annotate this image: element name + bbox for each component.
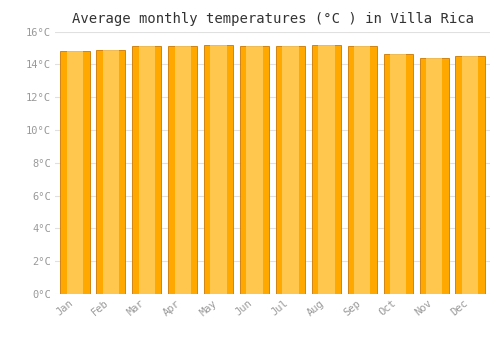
Bar <box>456 56 485 294</box>
Bar <box>384 55 413 294</box>
Bar <box>210 44 226 294</box>
Bar <box>168 46 198 294</box>
Bar <box>312 44 341 294</box>
Bar <box>174 46 190 294</box>
Bar <box>318 44 334 294</box>
Bar <box>138 46 155 294</box>
Bar <box>390 55 406 294</box>
Bar <box>354 46 370 294</box>
Bar <box>246 46 262 294</box>
Bar <box>60 51 90 294</box>
Bar <box>462 56 478 294</box>
Bar <box>348 46 377 294</box>
Bar <box>96 50 126 294</box>
Bar <box>132 46 162 294</box>
Bar <box>204 44 234 294</box>
Bar <box>102 50 119 294</box>
Bar <box>66 51 83 294</box>
Bar <box>420 58 449 294</box>
Bar <box>426 58 442 294</box>
Title: Average monthly temperatures (°C ) in Villa Rica: Average monthly temperatures (°C ) in Vi… <box>72 12 473 26</box>
Bar <box>282 46 298 294</box>
Bar <box>276 46 305 294</box>
Bar <box>240 46 270 294</box>
